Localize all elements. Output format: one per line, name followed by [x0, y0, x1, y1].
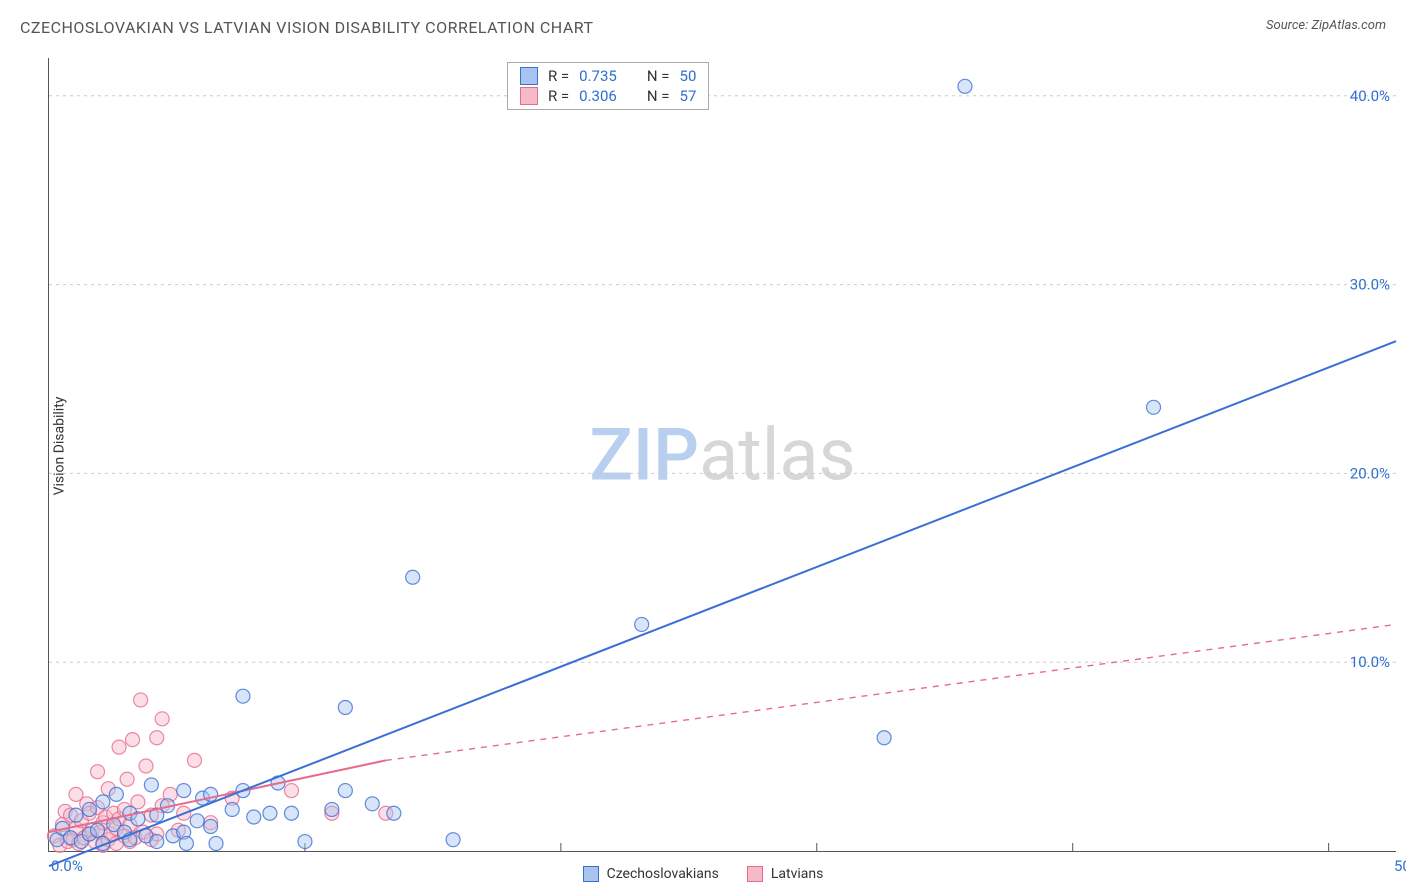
data-point: [96, 795, 110, 809]
legend-swatch: [520, 67, 538, 85]
y-tick-label: 20.0%: [1350, 464, 1390, 482]
data-point: [958, 79, 972, 93]
data-point: [263, 806, 277, 820]
data-point: [155, 712, 169, 726]
plot-svg: 10.0%20.0%30.0%40.0%0.0%50.0%: [49, 58, 1396, 851]
data-point: [877, 731, 891, 745]
data-point: [187, 753, 201, 767]
legend-item: Latvians: [747, 866, 824, 882]
data-point: [225, 802, 239, 816]
data-point: [204, 819, 218, 833]
data-point: [338, 784, 352, 798]
data-point: [139, 759, 153, 773]
corr-key-n: N =: [647, 67, 670, 85]
data-point: [247, 810, 261, 824]
data-point: [179, 836, 193, 850]
data-point: [387, 806, 401, 820]
source-value: ZipAtlas.com: [1311, 18, 1386, 33]
chart-container: CZECHOSLOVAKIAN VS LATVIAN VISION DISABI…: [0, 0, 1406, 892]
header: CZECHOSLOVAKIAN VS LATVIAN VISION DISABI…: [20, 18, 1386, 37]
plot-area: ZIPatlas 10.0%20.0%30.0%40.0%0.0%50.0% R…: [48, 58, 1396, 852]
corr-value-r: 0.735: [579, 67, 617, 85]
legend-swatch: [520, 87, 538, 105]
correlation-legend-box: R = 0.735 N = 50 R = 0.306 N = 57: [507, 62, 709, 110]
data-point: [338, 701, 352, 715]
corr-key-n: N =: [647, 87, 670, 105]
legend-label: Latvians: [771, 866, 824, 882]
corr-row: R = 0.306 N = 57: [520, 87, 696, 105]
data-point: [82, 802, 96, 816]
corr-value-r: 0.306: [579, 87, 617, 105]
data-point: [177, 784, 191, 798]
trend-line-czechoslovakians: [49, 341, 1396, 866]
data-point: [298, 835, 312, 849]
legend-label: Czechoslovakians: [607, 866, 719, 882]
legend-swatch: [583, 866, 599, 882]
data-point: [635, 617, 649, 631]
data-point: [150, 731, 164, 745]
y-tick-label: 40.0%: [1350, 87, 1390, 105]
corr-key-r: R =: [548, 87, 569, 105]
data-point: [284, 806, 298, 820]
data-point: [1147, 400, 1161, 414]
data-point: [134, 693, 148, 707]
source-label: Source:: [1266, 18, 1308, 33]
corr-value-n: 57: [680, 87, 697, 105]
data-point: [284, 784, 298, 798]
data-point: [209, 836, 223, 850]
legend-item: Czechoslovakians: [583, 866, 719, 882]
legend-swatch: [747, 866, 763, 882]
y-tick-label: 10.0%: [1350, 653, 1390, 671]
chart-title: CZECHOSLOVAKIAN VS LATVIAN VISION DISABI…: [20, 18, 594, 37]
data-point: [69, 808, 83, 822]
data-point: [190, 814, 204, 828]
legend-bottom: Czechoslovakians Latvians: [0, 866, 1406, 882]
data-point: [90, 823, 104, 837]
data-point: [120, 772, 134, 786]
data-point: [144, 778, 158, 792]
data-point: [406, 570, 420, 584]
data-point: [325, 802, 339, 816]
data-point: [365, 797, 379, 811]
data-point: [112, 740, 126, 754]
corr-value-n: 50: [680, 67, 697, 85]
y-tick-label: 30.0%: [1350, 276, 1390, 294]
data-point: [126, 733, 140, 747]
data-point: [90, 765, 104, 779]
data-point: [109, 787, 123, 801]
corr-row: R = 0.735 N = 50: [520, 67, 696, 85]
source-credit: Source: ZipAtlas.com: [1266, 18, 1386, 33]
corr-key-r: R =: [548, 67, 569, 85]
data-point: [236, 689, 250, 703]
data-point: [446, 833, 460, 847]
data-point: [150, 835, 164, 849]
